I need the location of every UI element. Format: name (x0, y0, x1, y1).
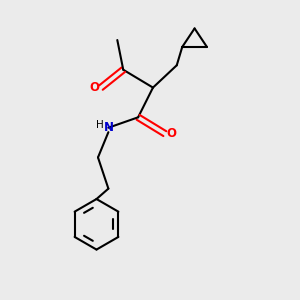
Text: H: H (96, 120, 104, 130)
Text: O: O (89, 81, 99, 94)
Text: N: N (103, 121, 113, 134)
Text: O: O (167, 127, 176, 140)
